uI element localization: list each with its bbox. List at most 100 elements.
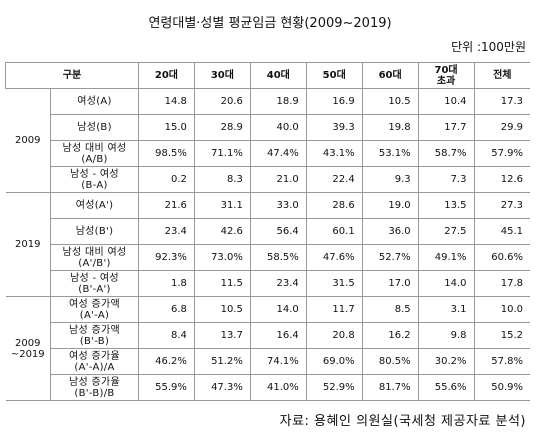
cell-line: 여성 증가액 — [69, 298, 120, 310]
value-cell: 60.6% — [473, 244, 530, 271]
value-cell: 16.9 — [305, 88, 363, 115]
header-cell: 70대 초과 — [417, 62, 475, 89]
value-cell: 47.3% — [193, 374, 251, 401]
data-row: 남성 대비 여성 (A/B) 98.5% 71.1% 47.4% 43.1% 53.1% 58… — [6, 140, 530, 167]
value-cell: 28.6 — [305, 192, 363, 219]
header-cell: 50대 — [305, 62, 363, 89]
value-cell: 17.8 — [473, 270, 530, 297]
header-cell: 20대 — [138, 62, 195, 89]
value-cell: 46.2% — [138, 348, 195, 375]
value-cell: 30.2% — [417, 348, 475, 375]
value-cell: 14.8 — [138, 88, 195, 115]
cell-line: 30대 — [210, 70, 234, 81]
value-cell: 27.3 — [473, 192, 530, 219]
cell-line: (B-A) — [81, 179, 108, 191]
header-cell: 60대 — [361, 62, 419, 89]
value-cell: 49.1% — [417, 244, 475, 271]
cell-line: 초과 — [436, 75, 456, 87]
header-cell: 전체 — [473, 62, 530, 89]
header-cell: 40대 — [249, 62, 307, 89]
cell-line: 남성(B) — [77, 122, 112, 133]
data-row: 2009 여성(A) 14.8 20.6 18.9 16.9 10.5 10.4 17.3 — [5, 88, 530, 193]
value-cell: 16.4 — [249, 322, 307, 349]
value-cell: 40.0 — [249, 114, 307, 141]
data-row: 2019 여성(A') 21.6 31.1 33.0 28.6 19.0 13.5 27.3 — [5, 192, 530, 297]
cell-line: 60대 — [378, 70, 402, 81]
value-cell: 8.5 — [361, 296, 419, 323]
cell-line: 70대 — [434, 64, 458, 76]
data-row: 남성 증가액 (B'-B) 8.4 13.7 16.4 20.8 16.2 9.8 15.2 — [6, 322, 530, 349]
value-cell: 58.7% — [417, 140, 475, 167]
value-cell: 52.9% — [305, 374, 363, 401]
value-cell: 58.5% — [249, 244, 307, 271]
value-cell: 20.8 — [305, 322, 363, 349]
value-cell: 8.3 — [193, 166, 251, 193]
data-row: 남성 대비 여성 (A'/B') 92.3% 73.0% 58.5% 47.6% 52.7%… — [6, 244, 530, 271]
value-cell: 15.2 — [473, 322, 530, 349]
row-label: 남성 - 여성 (B'-A') — [50, 270, 139, 297]
value-cell: 10.4 — [417, 88, 475, 115]
header-cell: 구분 — [5, 62, 139, 89]
value-cell: 57.8% — [473, 348, 530, 375]
cell-line: (B'-B)/B — [74, 387, 115, 399]
value-cell: 33.0 — [249, 192, 307, 219]
header-cell: 30대 — [193, 62, 251, 89]
row-label: 여성 증가액 (A'-A) — [50, 296, 139, 323]
value-cell: 69.0% — [305, 348, 363, 375]
value-cell: 50.9% — [473, 374, 530, 401]
value-cell: 45.1 — [473, 218, 530, 245]
value-cell: 9.3 — [361, 166, 419, 193]
data-row: 남성 - 여성 (B-A) 0.2 8.3 21.0 22.4 9.3 7.3 12.6 — [6, 166, 530, 193]
cell-line: 50대 — [322, 70, 346, 81]
wage-table: 구분 20대 30대 40대 50대 60대 70대 초과 전체 2009 여성(A) 14.8 20.… — [5, 62, 530, 401]
cell-line: (A'-A)/A — [74, 361, 115, 373]
row-label: 여성(A) — [50, 88, 139, 115]
data-row: 남성(B') 23.4 42.6 56.4 60.1 36.0 27.5 45.1 — [6, 218, 530, 245]
cell-line: 여성(A') — [75, 200, 114, 211]
data-row: 2009 ~2019 여성 증가액 (A'-A) 6.8 10.5 14.0 11.7 8.5 3… — [5, 296, 530, 401]
value-cell: 0.2 — [138, 166, 195, 193]
source: 자료: 용혜인 의원실(국세청 제공자료 분석) — [279, 414, 526, 429]
row-label: 남성 증가율 (B'-B)/B — [50, 374, 139, 401]
value-cell: 73.0% — [193, 244, 251, 271]
value-cell: 56.4 — [249, 218, 307, 245]
value-cell: 7.3 — [417, 166, 475, 193]
cell-line: 2019 — [15, 239, 41, 250]
value-cell: 1.8 — [138, 270, 195, 297]
value-cell: 8.4 — [138, 322, 195, 349]
group-label: 2019 — [5, 192, 51, 297]
value-cell: 6.8 — [138, 296, 195, 323]
cell-line: 남성 증가율 — [69, 376, 120, 388]
cell-line: (A'/B') — [78, 257, 111, 269]
value-cell: 16.2 — [361, 322, 419, 349]
group-label: 2009 ~2019 — [5, 296, 51, 401]
cell-line: 남성(B') — [75, 226, 114, 237]
value-cell: 10.5 — [361, 88, 419, 115]
value-cell: 10.0 — [473, 296, 530, 323]
data-row: 남성(B) 15.0 28.9 40.0 39.3 19.8 17.7 29.9 — [6, 114, 530, 141]
value-cell: 29.9 — [473, 114, 530, 141]
row-label: 남성(B) — [50, 114, 139, 141]
value-cell: 22.4 — [305, 166, 363, 193]
value-cell: 9.8 — [417, 322, 475, 349]
row-label: 남성 대비 여성 (A/B) — [50, 140, 139, 167]
cell-line: 여성 증가율 — [69, 350, 120, 362]
cell-line: 남성 증가액 — [69, 324, 120, 336]
value-cell: 13.5 — [417, 192, 475, 219]
value-cell: 81.7% — [361, 374, 419, 401]
value-cell: 17.3 — [473, 88, 530, 115]
cell-line: 2009 — [15, 135, 41, 146]
value-cell: 20.6 — [193, 88, 251, 115]
value-cell: 47.4% — [249, 140, 307, 167]
cell-line: 40대 — [266, 70, 290, 81]
value-cell: 17.7 — [417, 114, 475, 141]
row-label: 남성(B') — [50, 218, 139, 245]
value-cell: 21.0 — [249, 166, 307, 193]
cell-line: 여성(A) — [77, 96, 112, 107]
cell-line: (B'-A') — [78, 283, 111, 295]
value-cell: 3.1 — [417, 296, 475, 323]
value-cell: 17.0 — [361, 270, 419, 297]
value-cell: 27.5 — [417, 218, 475, 245]
row-label: 남성 - 여성 (B-A) — [50, 166, 139, 193]
